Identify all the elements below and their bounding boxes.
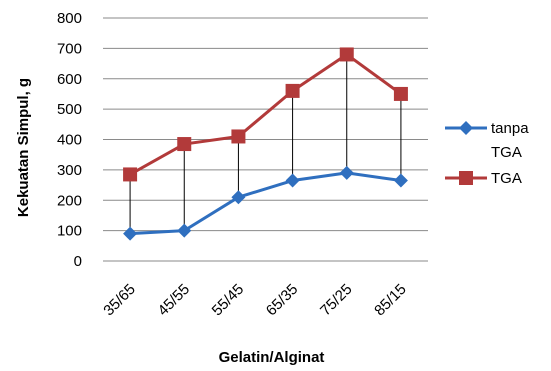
legend-marker [459,171,473,185]
y-tick-label: 700 [57,40,82,57]
series-tga [123,47,408,182]
data-point [339,165,354,180]
data-point [231,129,246,144]
data-point [339,47,354,62]
y-axis-title: Kekuatan Simpul, g [15,78,32,217]
y-tick-label: 400 [57,132,82,149]
y-tick-label: 600 [57,71,82,88]
legend-label: TGA [491,144,522,161]
y-axis-ticks: 0 100 200 300 400 500 600 700 800 [57,10,82,270]
data-point [123,226,138,241]
x-tick-label: 75/25 [317,281,356,320]
data-point [123,167,138,182]
series-group [123,47,408,241]
y-tick-label: 500 [57,101,82,118]
data-point [177,223,192,238]
x-axis-title: Gelatin/Alginat [219,349,325,366]
data-point [231,190,246,205]
y-tick-label: 800 [57,10,82,27]
y-tick-label: 200 [57,192,82,209]
x-tick-label: 65/35 [263,281,302,320]
legend-label: TGA [491,170,522,187]
x-tick-label: 55/45 [209,281,248,320]
x-tick-label: 85/15 [371,281,410,320]
drop-lines [129,54,402,234]
series-line [129,52,402,176]
data-point [393,86,408,101]
legend-item: tanpa TGA [445,120,529,161]
legend-label: tanpa [491,120,529,137]
data-point [285,83,300,98]
series-line [129,171,402,236]
legend-item: TGA [445,170,522,187]
data-point [393,173,408,188]
legend: tanpa TGA TGA [445,120,529,187]
legend-marker [459,121,473,135]
data-point [177,137,192,152]
y-tick-label: 300 [57,162,82,179]
y-tick-label: 100 [57,223,82,240]
x-axis-ticks: 35/65 45/55 55/45 65/35 75/25 85/15 [100,281,409,320]
series-tanpa-tga [123,165,408,241]
gridlines [103,17,428,262]
x-tick-label: 45/55 [155,281,194,320]
y-tick-label: 0 [74,253,82,270]
x-tick-label: 35/65 [100,281,139,320]
data-point [285,173,300,188]
